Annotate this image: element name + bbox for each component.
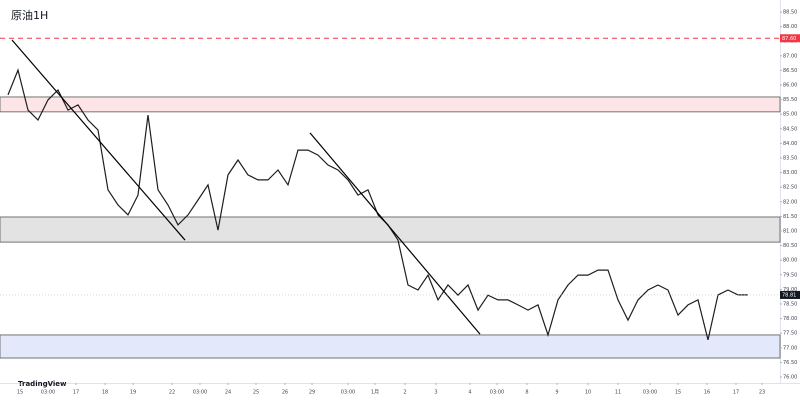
x-tick-label: 3 [434, 390, 437, 396]
y-tick-label: 86.00 [783, 83, 797, 89]
y-tick-label: 85.00 [783, 112, 797, 118]
zone [0, 334, 781, 359]
x-tick-label: 15 [675, 390, 681, 396]
chart-title: 原油1H [11, 8, 48, 22]
x-tick-label: 19 [130, 390, 136, 396]
x-tick-label: 10 [585, 390, 591, 396]
x-tick-label: 03:00 [341, 390, 355, 396]
last-price-label: 78.81 [782, 292, 796, 298]
y-tick-label: 85.50 [783, 97, 797, 103]
y-tick-label: 76.00 [783, 375, 797, 381]
y-tick-label: 87.00 [783, 53, 797, 59]
x-tick-label: 4 [468, 390, 471, 396]
x-tick-label: 03:00 [193, 390, 207, 396]
x-tick-label: 8 [525, 390, 528, 396]
x-tick-label: 9 [555, 390, 558, 396]
x-tick-label: 15 [17, 390, 23, 396]
x-tick-label: 18 [102, 390, 108, 396]
y-tick-label: 81.50 [783, 214, 797, 220]
y-tick-label: 88.00 [783, 24, 797, 30]
y-tick-label: 77.50 [783, 331, 797, 337]
y-tick-label: 82.50 [783, 185, 797, 191]
x-tick-label: 25 [253, 390, 259, 396]
y-tick-label: 86.50 [783, 68, 797, 74]
x-tick-label: 17 [733, 390, 739, 396]
x-tick-label: 29 [309, 390, 315, 396]
x-tick-label: 22 [169, 390, 175, 396]
y-tick-label: 88.50 [783, 10, 797, 16]
y-tick-label: 79.50 [783, 272, 797, 278]
x-tick-label: 24 [225, 390, 231, 396]
x-tick-label: 17 [73, 390, 79, 396]
x-tick-label: 03:00 [41, 390, 55, 396]
trend-line [309, 132, 481, 335]
plot [0, 37, 781, 359]
y-tick-label: 81.00 [783, 229, 797, 235]
x-tick-label: 2 [403, 390, 406, 396]
y-tick-label: 82.00 [783, 199, 797, 205]
x-tick-label: 03:00 [490, 390, 504, 396]
x-tick-label: 03:00 [643, 390, 657, 396]
x-tick-label: 23 [759, 390, 765, 396]
x-tick-label: 16 [704, 390, 710, 396]
zone [0, 216, 781, 243]
y-tick-label: 84.50 [783, 126, 797, 132]
y-tick-label: 78.00 [783, 316, 797, 322]
y-tick-label: 78.50 [783, 302, 797, 308]
y-tick-label: 84.00 [783, 141, 797, 147]
y-tick-label: 80.00 [783, 258, 797, 264]
x-tick-label: 11 [615, 390, 621, 396]
x-tick-label: 26 [282, 390, 288, 396]
zone [0, 96, 781, 113]
watermark: TradingView [18, 380, 67, 388]
price-line [7, 68, 748, 341]
y-tick-label: 83.00 [783, 170, 797, 176]
reference-badge [780, 34, 800, 43]
y-tick-label: 76.50 [783, 360, 797, 366]
y-tick-label: 77.00 [783, 345, 797, 351]
trend-line [11, 39, 186, 241]
y-tick-label: 79.00 [783, 287, 797, 293]
reference-label: 87.60 [782, 36, 796, 42]
y-tick-label: 80.50 [783, 243, 797, 249]
last-price-badge [780, 290, 800, 299]
x-tick-label: 1月 [371, 390, 379, 396]
y-tick-label: 83.50 [783, 156, 797, 162]
